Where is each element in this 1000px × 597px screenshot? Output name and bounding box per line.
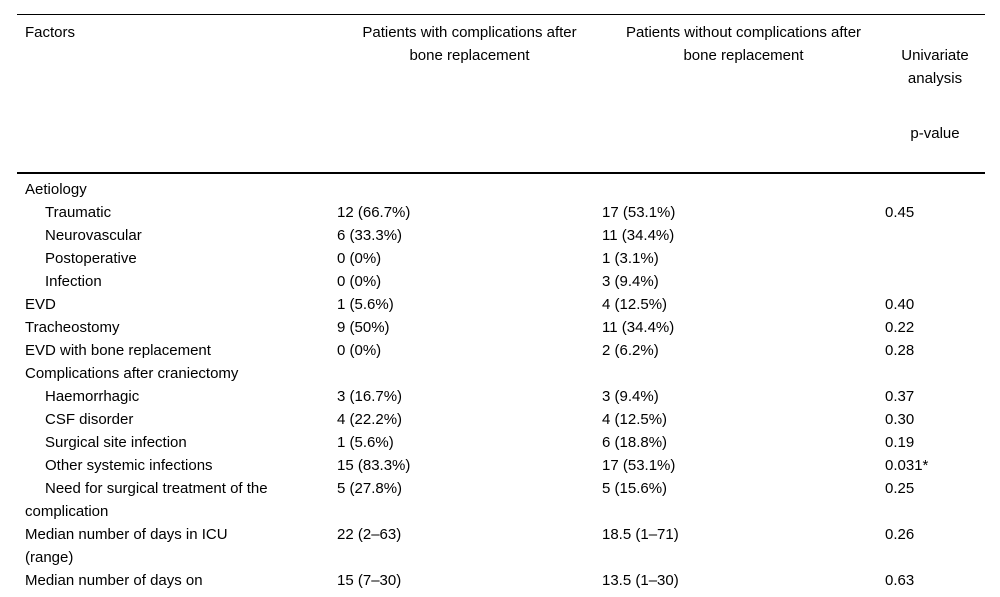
table-row: Aetiology [17, 173, 985, 201]
value-without-complications: 5 (15.6%) [602, 480, 668, 497]
p-value [885, 224, 985, 247]
p-value: 0.63 [885, 572, 915, 589]
univariate-analysis-label: Univariate analysis [901, 47, 969, 87]
value-without-complications: 2 (6.2%) [602, 342, 659, 359]
p-value [885, 270, 985, 293]
p-value: 0.37 [885, 388, 915, 405]
p-value: 0.25 [885, 480, 915, 497]
value-with-complications: 5 (27.8%) [337, 480, 403, 497]
p-value: 0.30 [885, 411, 915, 428]
value-without-complications: 17 (53.1%) [602, 204, 676, 221]
value-with-complications: 15 (7–30) [337, 572, 402, 589]
factor-label: Other systemic infections [45, 457, 213, 474]
table-row: CSF disorder 4 (22.2%) 4 (12.5%) 0.30 [17, 408, 985, 431]
table-header: Factors Patients with complications afte… [17, 14, 985, 174]
column-header-with-complications: Patients with complications after bone r… [337, 14, 602, 174]
table-row: Tracheostomy 9 (50%) 11 (34.4%) 0.22 [17, 316, 985, 339]
value-with-complications: 15 (83.3%) [337, 457, 411, 474]
table-row: Neurovascular 6 (33.3%) 11 (34.4%) [17, 224, 985, 247]
factor-label: Tracheostomy [25, 319, 120, 336]
factor-label: Haemorrhagic [45, 388, 140, 405]
value-without-complications: 17 (53.1%) [602, 457, 676, 474]
value-without-complications: 18.5 (1–71) [602, 526, 679, 543]
p-value [885, 362, 985, 385]
header-row: Factors Patients with complications afte… [17, 14, 985, 174]
factor-label: EVD with bone replacement [25, 342, 211, 359]
value-without-complications: 3 (9.4%) [602, 273, 659, 290]
factor-label: Infection [45, 273, 102, 290]
value-with-complications: 1 (5.6%) [337, 296, 394, 313]
factor-label: CSF disorder [45, 411, 134, 428]
value-with-complications: 0 (0%) [337, 273, 382, 290]
table-body: Aetiology Traumatic 12 (66.7%) 17 (53.1%) 0.… [17, 173, 985, 597]
value-with-complications: 12 (66.7%) [337, 204, 411, 221]
table-row: Haemorrhagic 3 (16.7%) 3 (9.4%) 0.37 [17, 385, 985, 408]
value-without-complications [602, 362, 885, 385]
p-value [885, 173, 985, 201]
value-without-complications [602, 173, 885, 201]
value-with-complications [337, 362, 602, 385]
value-without-complications: 1 (3.1%) [602, 250, 659, 267]
table-row: Need for surgical treatment of the compl… [17, 477, 985, 523]
value-with-complications: 0 (0%) [337, 250, 382, 267]
value-with-complications [337, 173, 602, 201]
value-with-complications: 6 (33.3%) [337, 227, 403, 244]
value-without-complications: 4 (12.5%) [602, 296, 668, 313]
value-with-complications: 22 (2–63) [337, 526, 402, 543]
p-value: 0.22 [885, 319, 915, 336]
p-value: 0.26 [885, 526, 915, 543]
table-row: Other systemic infections 15 (83.3%) 17 (5… [17, 454, 985, 477]
table-row: EVD with bone replacement 0 (0%) 2 (6.2%) 0… [17, 339, 985, 362]
value-without-complications: 6 (18.8%) [602, 434, 668, 451]
value-without-complications: 3 (9.4%) [602, 388, 659, 405]
value-with-complications: 1 (5.6%) [337, 434, 394, 451]
column-header-without-complications: Patients without complications after bon… [602, 14, 885, 174]
value-with-complications: 9 (50%) [337, 319, 390, 336]
p-value: 0.40 [885, 296, 915, 313]
table-row: Infection 0 (0%) 3 (9.4%) [17, 270, 985, 293]
factor-label: Neurovascular [45, 227, 142, 244]
factor-label: Postoperative [45, 250, 137, 267]
factor-group-label: Complications after craniectomy [25, 365, 239, 382]
factor-label: Need for surgical treatment of the compl… [25, 480, 268, 520]
value-without-complications: 11 (34.4%) [602, 227, 675, 244]
value-with-complications: 3 (16.7%) [337, 388, 403, 405]
p-value-label: p-value [910, 125, 960, 142]
p-value: 0.19 [885, 434, 915, 451]
column-header-univariate-analysis: Univariate analysis p-value [885, 14, 985, 174]
table-row: Median number of days in ICU (range) 22 (… [17, 523, 985, 569]
table-row: EVD 1 (5.6%) 4 (12.5%) 0.40 [17, 293, 985, 316]
table-row: Traumatic 12 (66.7%) 17 (53.1%) 0.45 [17, 201, 985, 224]
table-row: Postoperative 0 (0%) 1 (3.1%) [17, 247, 985, 270]
factor-label: EVD [25, 296, 56, 313]
p-value [885, 247, 985, 270]
table-row: Median number of days on mechanical vent… [17, 569, 985, 597]
factor-label: Traumatic [45, 204, 112, 221]
value-without-complications: 4 (12.5%) [602, 411, 668, 428]
p-value: 0.031* [885, 457, 929, 474]
p-value: 0.28 [885, 342, 915, 359]
factor-label: Median number of days on mechanical vent… [25, 572, 225, 597]
factor-label: Median number of days in ICU (range) [25, 526, 228, 566]
column-header-factors: Factors [17, 14, 337, 174]
factor-label: Surgical site infection [45, 434, 187, 451]
univariate-analysis-table: Factors Patients with complications afte… [17, 14, 985, 597]
value-without-complications: 13.5 (1–30) [602, 572, 679, 589]
table-row: Surgical site infection 1 (5.6%) 6 (18.8%)… [17, 431, 985, 454]
value-without-complications: 11 (34.4%) [602, 319, 675, 336]
value-with-complications: 4 (22.2%) [337, 411, 403, 428]
p-value: 0.45 [885, 204, 915, 221]
factor-group-label: Aetiology [25, 181, 87, 198]
table-row: Complications after craniectomy [17, 362, 985, 385]
value-with-complications: 0 (0%) [337, 342, 382, 359]
